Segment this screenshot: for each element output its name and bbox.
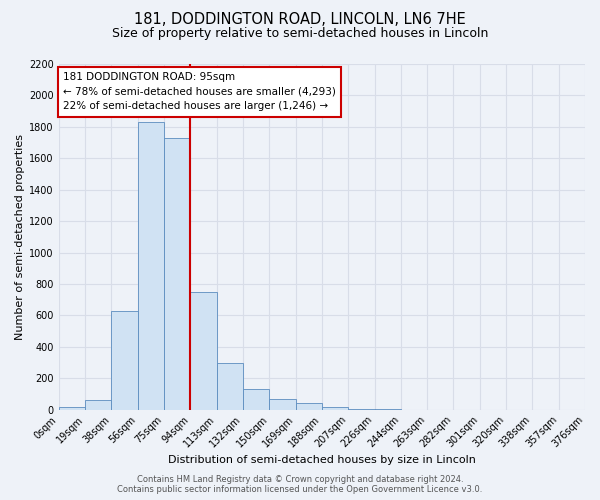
Bar: [190, 292, 217, 410]
Bar: [112, 310, 138, 410]
Y-axis label: Number of semi-detached properties: Number of semi-detached properties: [15, 134, 25, 340]
Bar: [164, 138, 190, 409]
Bar: [269, 400, 296, 409]
Bar: [59, 406, 85, 410]
Text: 181 DODDINGTON ROAD: 95sqm
← 78% of semi-detached houses are smaller (4,293)
22%: 181 DODDINGTON ROAD: 95sqm ← 78% of semi…: [63, 72, 335, 112]
Bar: [217, 362, 243, 410]
Text: 181, DODDINGTON ROAD, LINCOLN, LN6 7HE: 181, DODDINGTON ROAD, LINCOLN, LN6 7HE: [134, 12, 466, 28]
Bar: [138, 122, 164, 410]
Bar: [85, 400, 112, 409]
Bar: [322, 408, 348, 410]
Bar: [348, 409, 374, 410]
Text: Contains HM Land Registry data © Crown copyright and database right 2024.
Contai: Contains HM Land Registry data © Crown c…: [118, 474, 482, 494]
Bar: [243, 389, 269, 409]
Text: Size of property relative to semi-detached houses in Lincoln: Size of property relative to semi-detach…: [112, 28, 488, 40]
X-axis label: Distribution of semi-detached houses by size in Lincoln: Distribution of semi-detached houses by …: [168, 455, 476, 465]
Bar: [296, 404, 322, 409]
